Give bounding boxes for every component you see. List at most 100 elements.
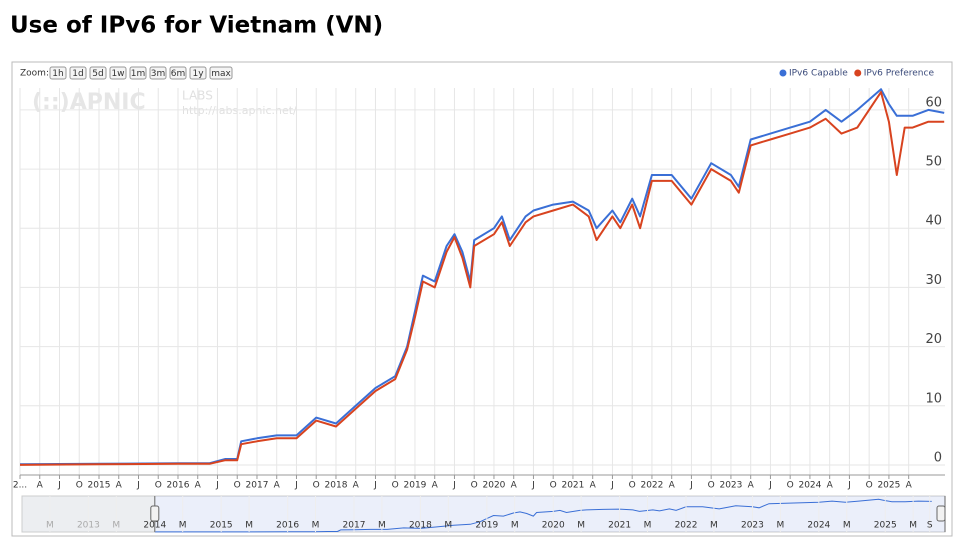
x-tick-label: 2017: [246, 481, 269, 491]
zoom-button-box: [169, 66, 187, 80]
zoom-button[interactable]: 3m: [149, 66, 167, 80]
navigator-tick-label: 2015: [210, 521, 233, 531]
zoom-button[interactable]: 1m: [129, 66, 147, 80]
navigator-tick-label: M: [312, 521, 320, 531]
navigator-tick-label: 2021: [608, 521, 631, 531]
navigator-handle[interactable]: [150, 496, 160, 532]
x-tick-label: J: [452, 481, 456, 491]
navigator-handle-box: [936, 505, 946, 522]
y-tick-label: 50: [925, 155, 942, 170]
watermark-url: http://labs.apnic.net/: [182, 104, 297, 117]
zoom-button-box: [209, 66, 233, 80]
y-tick-label: 60: [925, 95, 942, 110]
navigator-tick-label: M: [444, 521, 452, 531]
navigator-tick-label: S: [927, 521, 933, 531]
x-tick-label: 2020: [483, 481, 506, 491]
y-tick-label: 0: [934, 450, 942, 465]
navigator-tick-label: 2025: [874, 521, 897, 531]
x-tick-label: A: [669, 481, 676, 491]
x-tick-label: O: [471, 481, 478, 491]
zoom-button-label: 5d: [92, 69, 103, 79]
x-tick-label: 2019: [404, 481, 427, 491]
zoom-button[interactable]: 1w: [109, 66, 127, 80]
navigator-tick-label: M: [112, 521, 120, 531]
chart-frame: [11, 61, 953, 537]
navigator-tick-label: 2019: [475, 521, 498, 531]
x-tick-label: O: [708, 481, 715, 491]
navigator-tick-label: 2013: [77, 521, 100, 531]
navigator-tick-label: M: [644, 521, 652, 531]
x-tick-label: O: [392, 481, 399, 491]
navigator-tick-label: M: [378, 521, 386, 531]
x-tick-label: 2...: [13, 481, 27, 491]
navigator-tick-label: 2020: [542, 521, 565, 531]
x-tick-label: O: [313, 481, 320, 491]
y-tick-label: 20: [925, 332, 942, 347]
chart-title: Use of IPv6 for Vietnam (VN): [10, 13, 383, 39]
navigator-line: [154, 498, 932, 533]
zoom-button[interactable]: 1h: [49, 66, 67, 80]
zoom-button-label: 6m: [171, 69, 186, 79]
navigator-tick-label: M: [776, 521, 784, 531]
navigator-tick-label: M: [46, 521, 54, 531]
zoom-button-box: [109, 66, 127, 80]
zoom-button-box: [189, 66, 207, 80]
navigator-tick-label: M: [511, 521, 519, 531]
x-tick-label: A: [353, 481, 360, 491]
x-tick-label: A: [37, 481, 44, 491]
legend-marker: [854, 69, 862, 77]
zoom-button-label: 3m: [151, 69, 166, 79]
series-line: [19, 88, 945, 466]
x-tick-label: 2024: [798, 481, 821, 491]
x-tick-label: 2025: [877, 481, 900, 491]
navigator-tick-label: 2018: [409, 521, 432, 531]
watermark-logo: (::)APNIC: [32, 90, 146, 115]
navigator-tick-label: M: [577, 521, 585, 531]
zoom-button[interactable]: 1d: [69, 66, 87, 80]
zoom-label: Zoom:: [20, 69, 49, 79]
legend-label: IPv6 Capable: [789, 69, 848, 79]
x-tick-label: 2021: [561, 481, 584, 491]
x-tick-label: J: [768, 481, 772, 491]
series-line: [19, 91, 945, 466]
y-tick-label: 10: [925, 391, 942, 406]
y-tick-label: 40: [925, 214, 942, 229]
x-tick-label: J: [215, 481, 219, 491]
navigator-tick-label: 2024: [807, 521, 830, 531]
x-tick-label: A: [590, 481, 597, 491]
navigator-handle-box: [150, 505, 160, 522]
navigator-tick-label: 2016: [276, 521, 299, 531]
x-tick-label: 2015: [88, 481, 111, 491]
x-tick-label: J: [531, 481, 535, 491]
x-tick-label: J: [689, 481, 693, 491]
x-tick-label: O: [155, 481, 162, 491]
zoom-button[interactable]: 5d: [89, 66, 107, 80]
zoom-button-box: [69, 66, 87, 80]
x-tick-label: J: [847, 481, 851, 491]
navigator-handle[interactable]: [936, 496, 946, 532]
zoom-button-box: [49, 66, 67, 80]
navigator-tick-label: M: [710, 521, 718, 531]
x-tick-label: 2023: [719, 481, 742, 491]
x-tick-label: A: [195, 481, 202, 491]
zoom-button[interactable]: 6m: [169, 66, 187, 80]
navigator-tick-label: M: [843, 521, 851, 531]
y-tick-label: 30: [925, 273, 942, 288]
x-tick-label: A: [432, 481, 439, 491]
x-tick-label: A: [748, 481, 755, 491]
zoom-button[interactable]: max: [209, 66, 233, 80]
zoom-button-label: 1w: [111, 69, 124, 79]
x-tick-label: J: [610, 481, 614, 491]
zoom-button-label: max: [211, 69, 231, 79]
zoom-button-label: 1h: [52, 69, 63, 79]
x-tick-label: A: [274, 481, 281, 491]
navigator-tick-label: M: [909, 521, 917, 531]
x-tick-label: J: [136, 481, 140, 491]
zoom-button-box: [129, 66, 147, 80]
x-tick-label: A: [511, 481, 518, 491]
legend-marker: [779, 69, 787, 77]
x-tick-label: O: [550, 481, 557, 491]
zoom-button[interactable]: 1y: [189, 66, 207, 80]
x-tick-label: O: [629, 481, 636, 491]
